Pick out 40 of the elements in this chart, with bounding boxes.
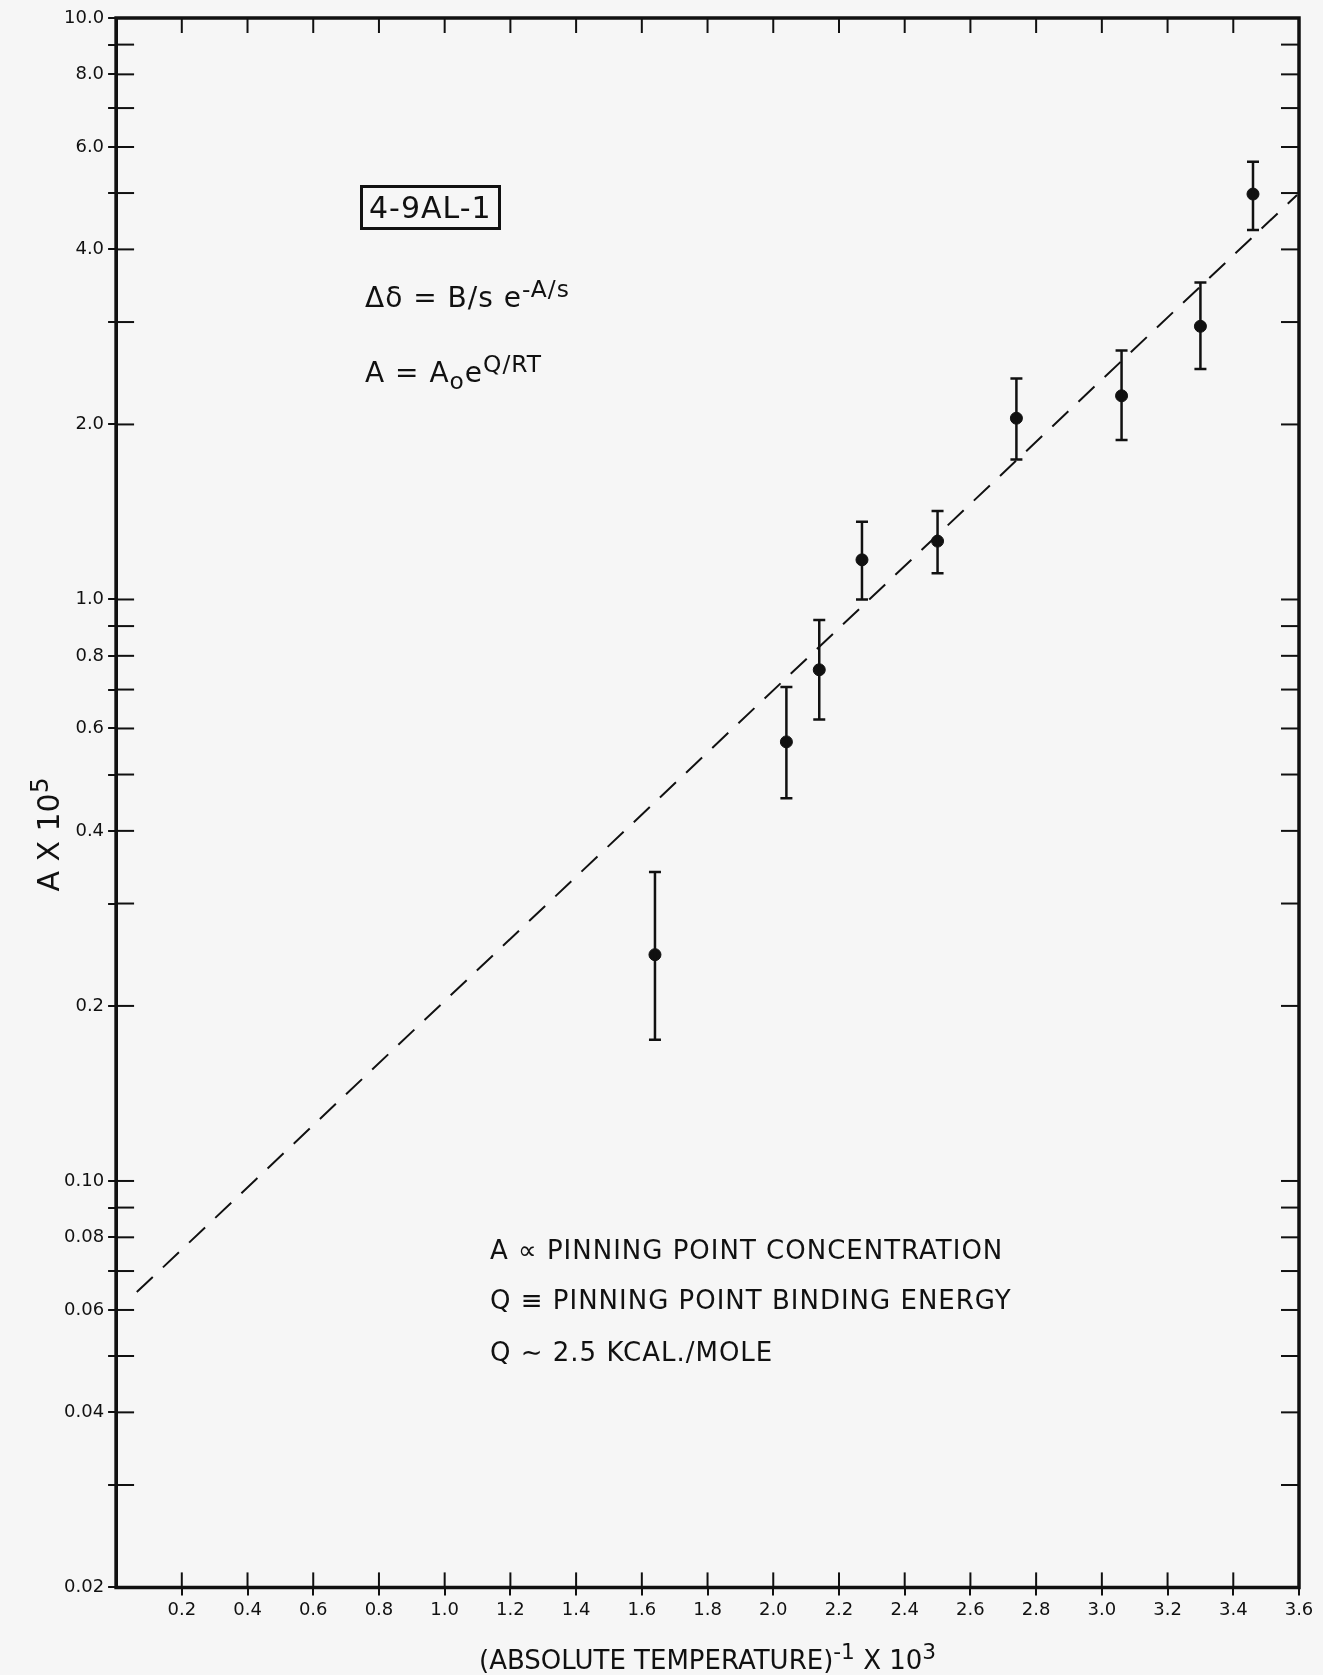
y-tick-label: 8.0	[75, 62, 105, 84]
y-tick-label: 0.08	[64, 1224, 105, 1246]
x-tick-label: 3.4	[1218, 1597, 1248, 1619]
x-axis-title: (ABSOLUTE TEMPERATURE)$^{-1}$ X 10$^{3}$	[479, 1639, 937, 1675]
y-tick-label: 0.4	[75, 818, 105, 840]
y-tick-label: 2.0	[75, 412, 105, 434]
x-tick-label: 1.6	[627, 1597, 657, 1619]
x-tick-label: 2.8	[1021, 1597, 1051, 1619]
y-tick-label: 0.2	[75, 993, 105, 1015]
x-tick-label: 2.6	[956, 1597, 985, 1619]
y-tick-label: 10.0	[64, 5, 105, 27]
x-tick-label: 1.4	[561, 1597, 591, 1619]
annotation: Q ≡ PINNING POINT BINDING ENERGY	[490, 1285, 1012, 1315]
x-tick-label: 1.0	[430, 1597, 459, 1619]
x-tick-label: 2.4	[890, 1597, 920, 1619]
x-tick-label: 3.0	[1087, 1597, 1117, 1619]
x-tick-label: 3.6	[1284, 1597, 1314, 1619]
annotation: Δδ = B/s e$^{-A/s}$	[365, 275, 570, 315]
y-tick-label: 0.02	[64, 1575, 105, 1597]
y-tick-label: 0.06	[64, 1297, 105, 1319]
x-tick-label: 2.2	[824, 1597, 854, 1619]
x-tick-label: 0.6	[298, 1597, 328, 1619]
annotation: Q ∼ 2.5 KCAL./MOLE	[490, 1337, 774, 1367]
y-tick-label: 0.6	[75, 716, 105, 738]
x-tick-label: 2.0	[758, 1597, 788, 1619]
y-tick-label: 0.8	[75, 643, 105, 665]
y-tick-label: 0.10	[64, 1168, 105, 1190]
annotation: A = A$_{o}$e$^{Q/RT}$	[365, 350, 543, 395]
annotation: 4-9AL-1	[360, 185, 501, 230]
x-tick-label: 1.2	[496, 1597, 525, 1619]
x-tick-label: 0.2	[167, 1597, 197, 1619]
y-tick-label: 4.0	[75, 237, 105, 259]
x-tick-label: 3.2	[1153, 1597, 1182, 1619]
x-tick-label: 0.4	[233, 1597, 262, 1619]
x-tick-label: 0.8	[364, 1597, 394, 1619]
y-tick-label: 1.0	[75, 587, 105, 609]
annotation: A ∝ PINNING POINT CONCENTRATION	[490, 1235, 1004, 1265]
x-tick-label: 1.8	[693, 1597, 722, 1619]
y-tick-label: 0.04	[64, 1400, 105, 1422]
y-tick-label: 6.0	[75, 134, 105, 156]
